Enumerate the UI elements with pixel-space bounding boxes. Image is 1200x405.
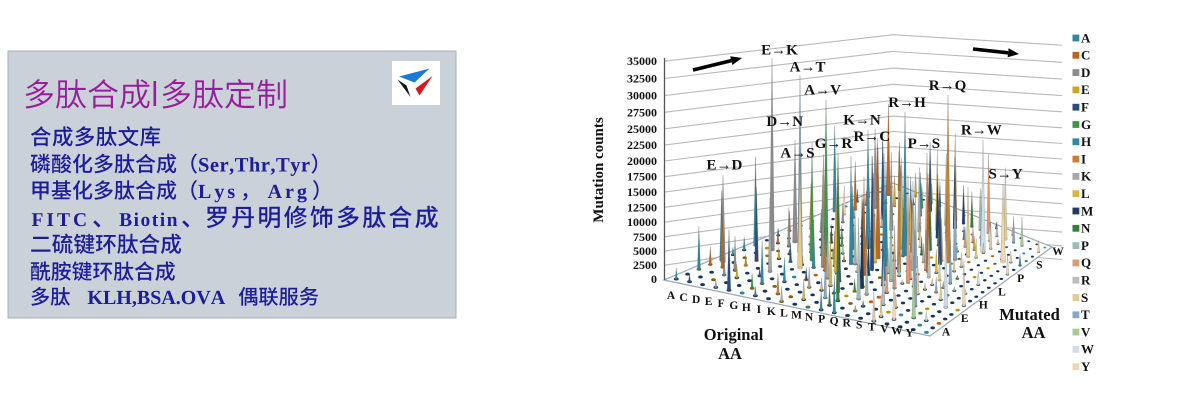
svg-text:L: L bbox=[998, 286, 1006, 298]
svg-text:32500: 32500 bbox=[627, 72, 657, 86]
svg-text:AA: AA bbox=[718, 344, 742, 363]
svg-text:P: P bbox=[818, 314, 825, 326]
svg-text:35000: 35000 bbox=[627, 54, 657, 68]
svg-text:A: A bbox=[1081, 30, 1091, 45]
svg-text:R→C: R→C bbox=[853, 129, 890, 145]
svg-text:L: L bbox=[780, 308, 788, 320]
svg-text:25000: 25000 bbox=[627, 122, 657, 136]
svg-text:T: T bbox=[1081, 307, 1090, 322]
svg-text:Q: Q bbox=[830, 316, 839, 328]
svg-text:2500: 2500 bbox=[633, 258, 657, 272]
svg-text:E→K: E→K bbox=[761, 43, 798, 59]
svg-text:S: S bbox=[1081, 290, 1088, 305]
svg-text:K→N: K→N bbox=[843, 112, 881, 128]
svg-text:Mutation counts: Mutation counts bbox=[591, 117, 607, 223]
svg-text:D: D bbox=[1081, 65, 1090, 80]
svg-text:E→D: E→D bbox=[706, 157, 742, 173]
svg-text:7500: 7500 bbox=[633, 230, 657, 244]
svg-text:C: C bbox=[1081, 48, 1090, 63]
svg-text:10000: 10000 bbox=[627, 215, 657, 229]
svg-text:H: H bbox=[1081, 134, 1091, 149]
svg-text:T: T bbox=[868, 322, 876, 334]
svg-text:R: R bbox=[1081, 273, 1091, 288]
svg-text:G: G bbox=[1081, 117, 1091, 132]
svg-text:S: S bbox=[856, 320, 862, 332]
svg-text:A→S: A→S bbox=[780, 145, 814, 161]
svg-text:W: W bbox=[1052, 246, 1064, 258]
svg-text:5000: 5000 bbox=[633, 244, 657, 258]
svg-text:L: L bbox=[1081, 186, 1090, 201]
svg-text:Original: Original bbox=[704, 325, 764, 344]
svg-text:R→H: R→H bbox=[888, 95, 926, 111]
svg-text:W: W bbox=[1081, 342, 1094, 357]
svg-text:12500: 12500 bbox=[627, 200, 657, 214]
svg-text:D→N: D→N bbox=[766, 114, 803, 130]
svg-text:I: I bbox=[1081, 151, 1086, 166]
svg-text:W: W bbox=[891, 326, 903, 338]
svg-text:F: F bbox=[1081, 100, 1089, 115]
svg-text:Q: Q bbox=[1081, 255, 1091, 270]
svg-text:N: N bbox=[1081, 221, 1091, 236]
svg-text:E: E bbox=[705, 296, 713, 308]
svg-text:F: F bbox=[718, 298, 725, 310]
svg-text:27500: 27500 bbox=[627, 105, 657, 119]
svg-text:A: A bbox=[942, 327, 951, 339]
svg-text:15000: 15000 bbox=[627, 185, 657, 199]
svg-text:17500: 17500 bbox=[627, 170, 657, 184]
svg-text:C: C bbox=[679, 292, 687, 304]
svg-text:M: M bbox=[1081, 203, 1093, 218]
svg-text:Mutated: Mutated bbox=[999, 305, 1060, 324]
svg-text:K: K bbox=[1081, 169, 1092, 184]
svg-text:P→S: P→S bbox=[908, 136, 941, 152]
svg-text:I: I bbox=[757, 304, 762, 316]
svg-text:P: P bbox=[1017, 273, 1024, 285]
svg-text:H: H bbox=[742, 302, 751, 314]
svg-text:D: D bbox=[692, 294, 700, 306]
svg-text:P: P bbox=[1081, 238, 1089, 253]
svg-text:V: V bbox=[1081, 324, 1091, 339]
svg-text:E: E bbox=[961, 313, 969, 325]
svg-text:K: K bbox=[767, 306, 776, 318]
svg-text:N: N bbox=[805, 312, 814, 324]
svg-text:G: G bbox=[729, 300, 738, 312]
svg-text:A→V: A→V bbox=[804, 82, 841, 98]
svg-text:M: M bbox=[791, 310, 802, 322]
svg-text:A→T: A→T bbox=[790, 60, 826, 76]
svg-text:H: H bbox=[979, 300, 988, 312]
svg-text:V: V bbox=[880, 324, 889, 336]
svg-text:30000: 30000 bbox=[627, 89, 657, 103]
svg-text:20000: 20000 bbox=[627, 154, 657, 168]
svg-text:S→Y: S→Y bbox=[989, 167, 1023, 183]
svg-text:E: E bbox=[1081, 82, 1090, 97]
svg-text:R→Q: R→Q bbox=[929, 78, 967, 94]
svg-text:AA: AA bbox=[1022, 323, 1046, 342]
svg-text:R→W: R→W bbox=[961, 122, 1002, 138]
svg-text:0: 0 bbox=[651, 272, 657, 286]
svg-text:R: R bbox=[843, 318, 852, 330]
svg-text:S: S bbox=[1036, 259, 1042, 271]
svg-text:A: A bbox=[667, 290, 676, 302]
svg-text:G→R: G→R bbox=[815, 136, 853, 152]
svg-text:Y: Y bbox=[905, 327, 914, 339]
svg-text:22500: 22500 bbox=[627, 138, 657, 152]
svg-text:Y: Y bbox=[1081, 359, 1091, 374]
